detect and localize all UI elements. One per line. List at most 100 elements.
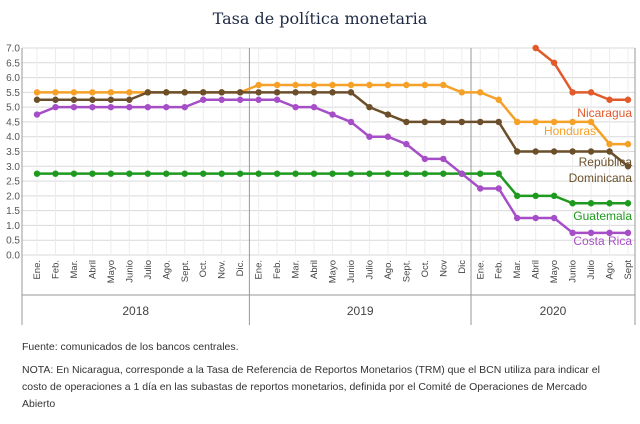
data-point: [569, 118, 576, 126]
data-point: [477, 170, 484, 177]
data-point: [495, 118, 502, 126]
data-point: [33, 96, 41, 103]
data-point: [366, 133, 373, 140]
data-point: [477, 185, 484, 192]
data-point: [255, 89, 262, 96]
y-tick-label: 6.0: [6, 73, 20, 84]
data-point: [255, 81, 262, 89]
x-tick-label: Abril: [87, 260, 98, 279]
x-tick-label: Ago.: [383, 260, 394, 280]
y-tick-label: 2.0: [6, 191, 20, 202]
x-tick-label: Dic.: [235, 260, 246, 276]
data-point: [144, 170, 152, 177]
data-point: [310, 81, 318, 89]
data-point: [587, 148, 595, 155]
data-point: [181, 170, 188, 177]
x-tick-label: Feb.: [272, 260, 283, 279]
data-point: [126, 96, 133, 103]
data-point: [218, 96, 225, 103]
data-point: [70, 96, 78, 103]
x-tick-label: Junio: [346, 260, 357, 283]
data-point: [236, 170, 244, 177]
data-point: [384, 111, 392, 118]
data-point: [384, 81, 392, 89]
x-tick-label: Oct.: [420, 260, 431, 277]
data-point: [569, 229, 576, 237]
data-point: [495, 185, 502, 192]
data-point: [347, 81, 355, 89]
data-point: [292, 103, 299, 111]
data-point: [273, 89, 281, 96]
data-point: [292, 89, 299, 96]
x-tick-label: Julio: [143, 260, 154, 280]
data-point: [329, 111, 336, 118]
data-point: [329, 170, 336, 177]
data-point: [458, 118, 465, 126]
data-point: [513, 214, 521, 222]
data-point: [126, 103, 133, 111]
data-point: [569, 89, 576, 96]
data-point: [236, 96, 244, 103]
data-point: [144, 89, 152, 96]
data-point: [495, 96, 502, 103]
data-point: [532, 44, 539, 52]
data-point: [366, 170, 373, 177]
data-point: [200, 170, 207, 177]
x-tick-label: Mar.: [291, 260, 302, 278]
data-point: [587, 229, 595, 237]
data-point: [144, 103, 152, 111]
data-point: [347, 89, 355, 96]
series-labels: Nicaragua Honduras República Dominicana Guat…: [544, 106, 632, 248]
data-point: [440, 118, 447, 126]
year-label: 2020: [540, 304, 567, 318]
y-tick-label: 0.5: [6, 236, 20, 247]
data-point: [347, 170, 355, 177]
x-tick-label: Mayo: [106, 260, 117, 283]
data-point: [181, 103, 188, 111]
x-tick-label: Abril: [309, 260, 320, 279]
data-point: [587, 89, 595, 96]
data-point: [310, 89, 318, 96]
data-point: [126, 89, 133, 96]
data-point: [569, 200, 576, 207]
y-tick-label: 5.0: [6, 103, 20, 114]
x-tick-label: Ene.: [475, 260, 486, 280]
data-point: [495, 170, 502, 177]
data-point: [107, 96, 115, 103]
data-point: [440, 170, 447, 177]
x-tick-label: Mayo: [549, 260, 560, 283]
data-point: [163, 103, 170, 111]
data-point: [384, 133, 392, 140]
series-label: Nicaragua: [577, 106, 632, 120]
data-point: [532, 118, 539, 126]
x-tick-label: Junio: [124, 260, 135, 283]
data-point: [236, 89, 244, 96]
footnote: NOTA: En Nicaragua, corresponde a la Tas…: [22, 364, 600, 410]
x-tick-label: Sept.: [180, 260, 191, 282]
data-point: [273, 96, 281, 103]
chart-title: Tasa de política monetaria: [213, 9, 428, 28]
x-tick-label: Mar.: [512, 260, 523, 278]
data-point: [52, 89, 59, 96]
data-point: [163, 89, 170, 96]
y-tick-label: 0.0: [6, 251, 20, 262]
data-point: [33, 111, 41, 118]
x-tick-label: Mayo: [328, 260, 339, 283]
series-label: Guatemala: [573, 209, 632, 223]
data-point: [33, 170, 41, 177]
data-point: [440, 155, 447, 163]
data-point: [107, 170, 115, 177]
data-point: [421, 81, 429, 89]
data-point: [273, 170, 281, 177]
x-tick-label: Ago.: [605, 260, 616, 280]
data-point: [292, 81, 299, 89]
data-point: [52, 103, 59, 111]
data-point: [89, 103, 96, 111]
data-point: [52, 170, 59, 177]
data-point: [70, 89, 78, 96]
y-tick-label: 7.0: [6, 44, 20, 55]
y-tick-label: 4.5: [6, 117, 20, 128]
data-point: [606, 229, 613, 237]
x-tick-label: Junio: [568, 260, 579, 283]
data-point: [33, 89, 41, 96]
